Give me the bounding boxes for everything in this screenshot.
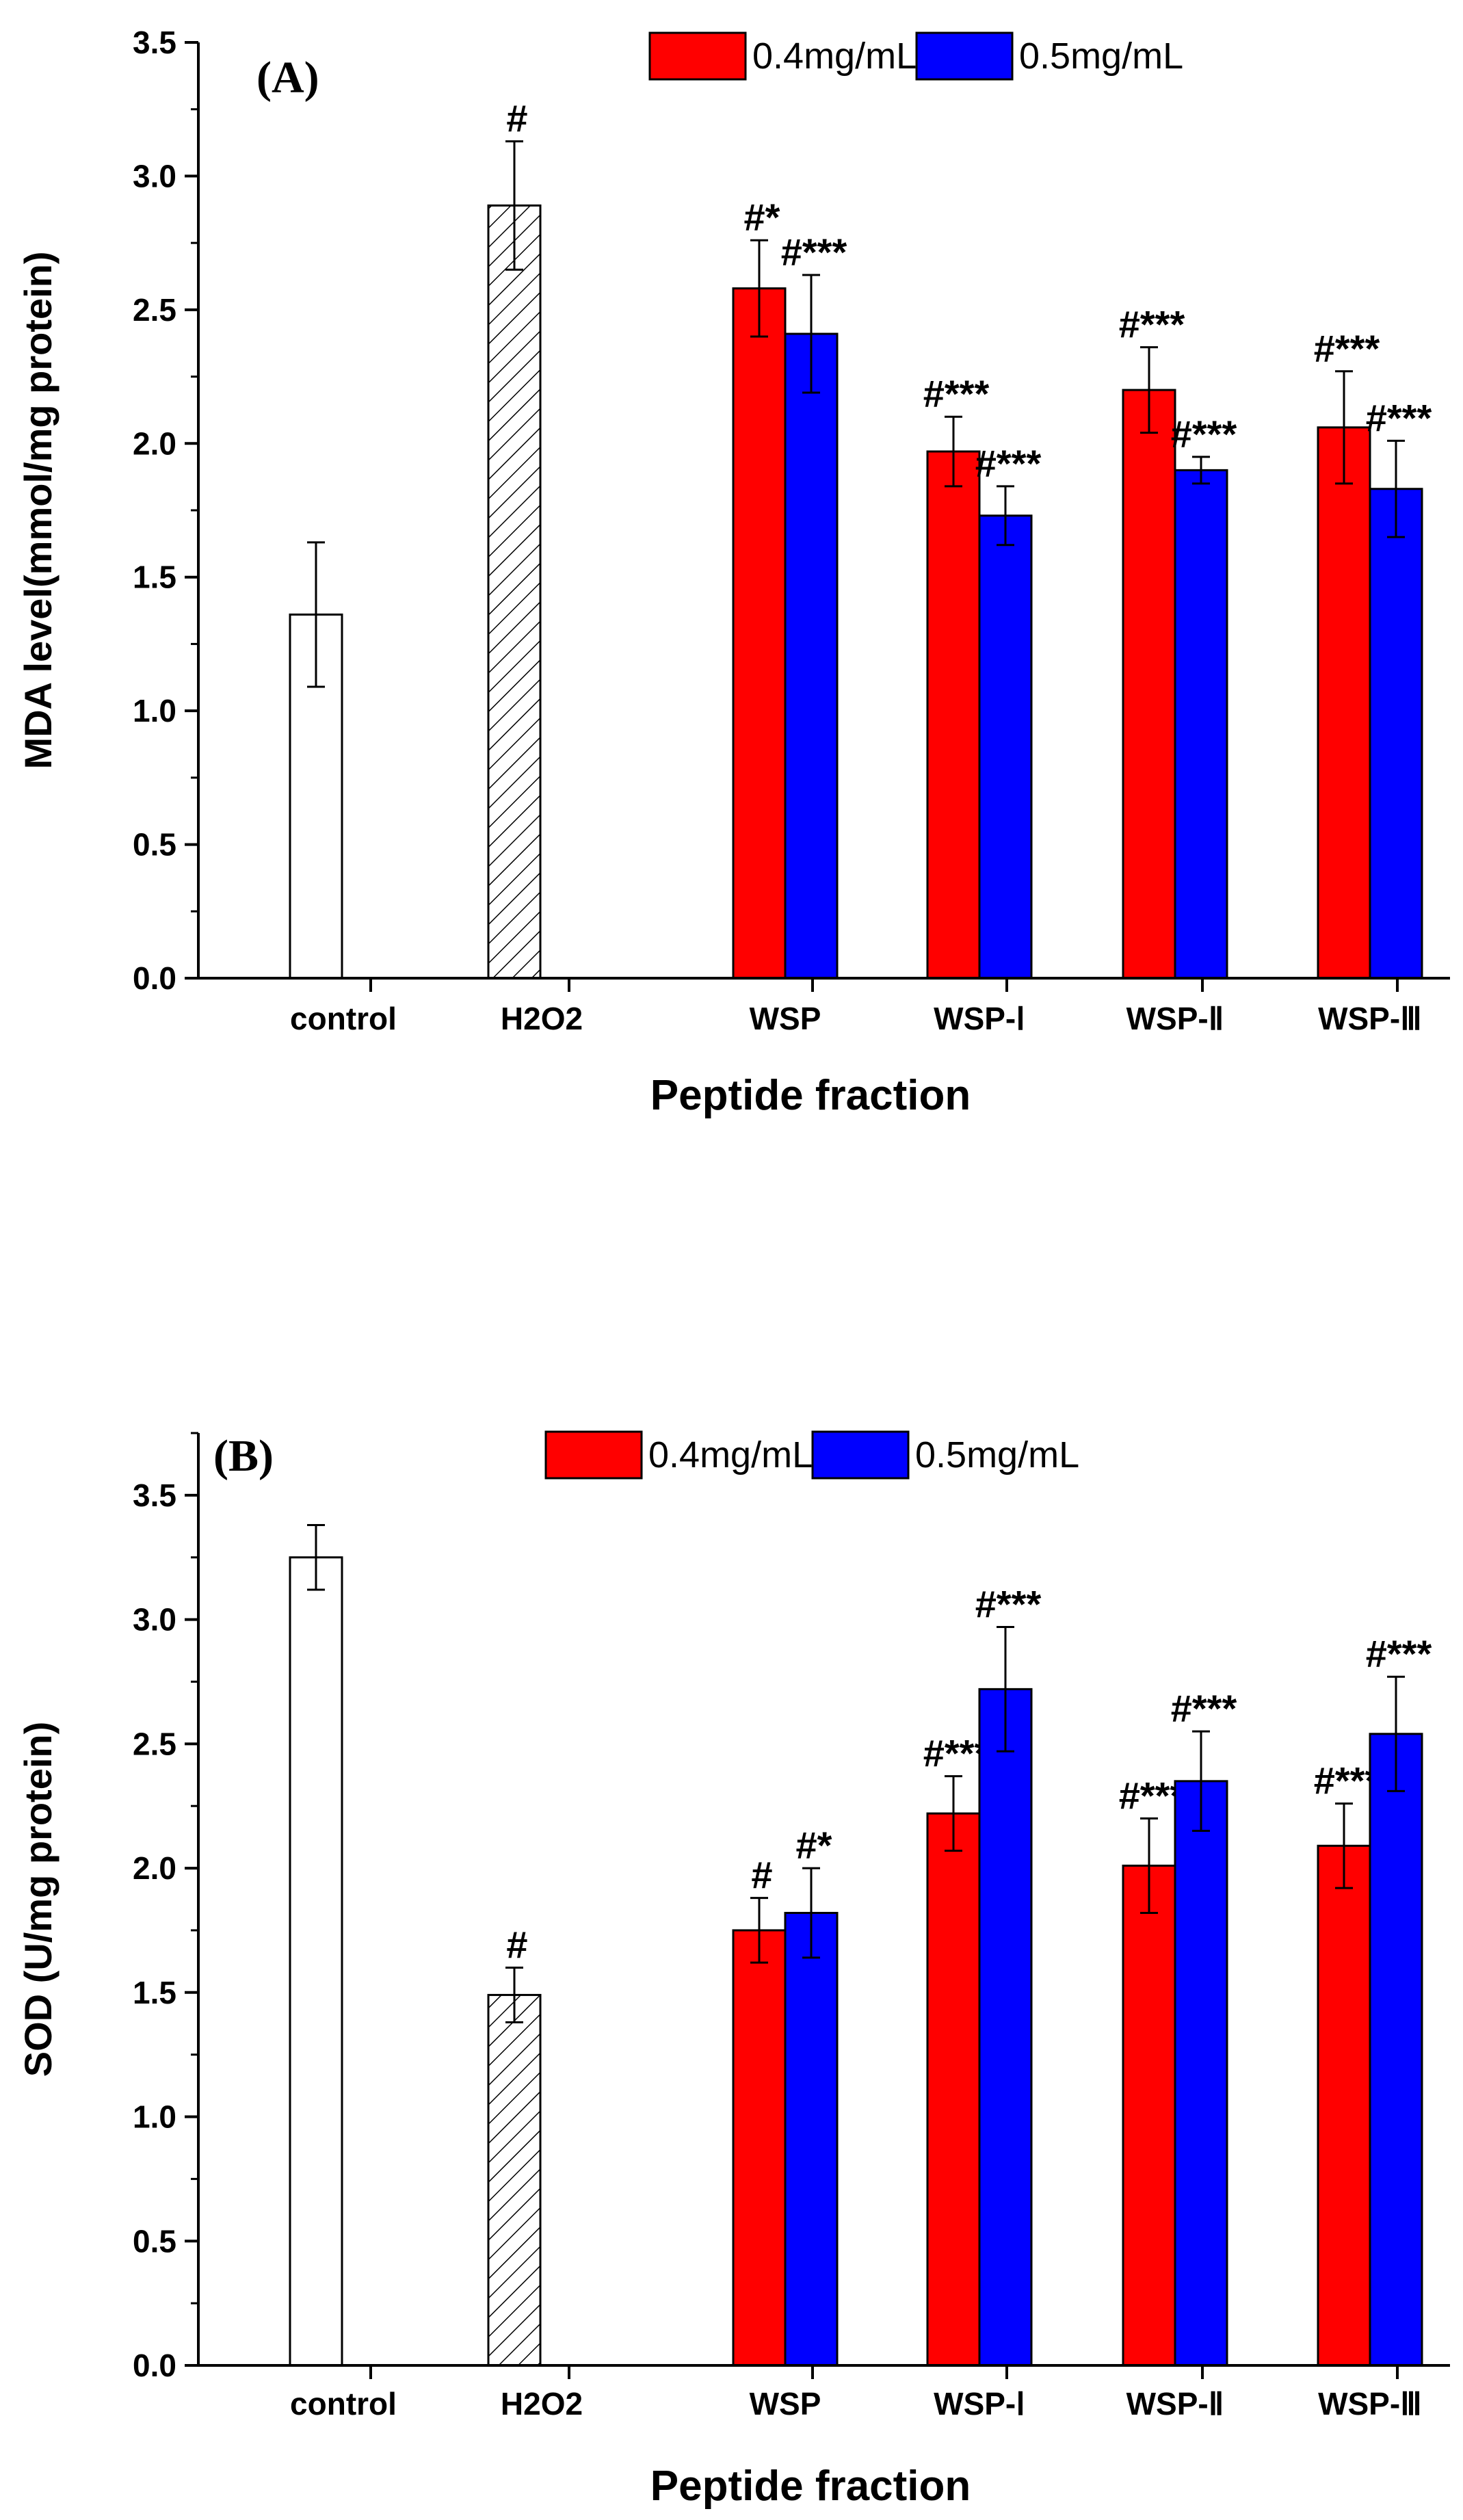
bar [1122,1864,1176,2367]
legend-swatch [648,31,747,81]
legend-label: 0.5mg/mL [915,1434,1079,1475]
y-tick-label: 0.5 [133,2223,176,2259]
bar [1122,389,1176,980]
bar [1174,469,1228,980]
legend-label: 0.4mg/mL [752,36,917,77]
x-tick-label: control [290,2386,397,2421]
bar [978,1688,1033,2367]
y-tick-label: 1.5 [133,560,176,595]
bar [1369,1733,1423,2367]
y-tick-label: 1.5 [133,1975,176,2010]
legend-swatch [544,1430,643,1480]
significance-label: #*** [1119,303,1185,346]
significance-label: #*** [1119,1774,1185,1817]
significance-label: # [506,97,527,140]
x-tick-label: WSP-Ⅲ [1318,2386,1422,2421]
bar [1317,426,1371,980]
y-tick-label: 3.5 [133,1478,176,1513]
y-tick-label: 0.5 [133,827,176,863]
bar [978,514,1033,980]
y-tick-label: 3.5 [133,25,176,60]
y-tick-label: 1.0 [133,693,176,729]
y-tick-label: 2.5 [133,292,176,328]
bar [1369,488,1423,980]
x-axis-title: Peptide fraction [650,1072,971,1119]
y-axis-title: SOD (U/mg protein) [16,1722,60,2077]
significance-label: #*** [781,231,847,274]
legend-swatch [811,1430,910,1480]
bar [784,332,839,980]
y-tick-label: 0.0 [133,960,176,996]
panel-label: (A) [256,53,319,103]
y-tick-label: 1.0 [133,2099,176,2135]
significance-label: #*** [1171,412,1237,456]
significance-label: #*** [975,442,1042,485]
significance-label: #* [744,196,780,239]
significance-label: # [506,1923,527,1966]
x-tick-label: WSP-Ⅰ [934,2386,1025,2421]
y-tick-label: 3.0 [133,158,176,194]
chart-panel-a: 0.0 0.5 1.0 1.5 2.0 2.5 3.0 3.5 control H2O2 WSP WS… [16,25,1450,1119]
significance-label: #*** [1366,1632,1432,1675]
bar [926,450,981,980]
y-tick-label: 0.0 [133,2348,176,2383]
bar [732,1929,787,2367]
significance-label: #*** [1314,1759,1380,1802]
bar [1174,1780,1228,2367]
bar [487,1993,542,2367]
x-tick-label: WSP [750,1001,821,1036]
bar [487,204,542,980]
significance-label: #*** [975,1583,1042,1626]
y-tick-label: 2.0 [133,1850,176,1886]
y-tick-label: 2.5 [133,1726,176,1761]
significance-label: #*** [1366,396,1432,439]
x-tick-label: H2O2 [501,2386,583,2421]
bar [289,1556,343,2367]
y-axis-title: MDA level(mmol/mg protein) [16,251,60,769]
x-axis-title: Peptide fraction [650,2463,971,2510]
y-tick-label: 3.0 [133,1602,176,1638]
bar [1317,1844,1371,2367]
legend-label: 0.5mg/mL [1019,36,1183,77]
significance-label: # [751,1854,772,1897]
legend-label: 0.4mg/mL [648,1434,813,1475]
significance-label: #*** [1171,1687,1237,1730]
significance-label: #*** [1314,327,1380,370]
legend: 0.4mg/mL 0.5mg/mL [648,31,1183,81]
bar [784,1911,839,2367]
x-tick-label: WSP [750,2386,821,2421]
panel-label: (B) [213,1431,274,1481]
significance-label: #* [796,1824,832,1867]
x-tick-label: control [290,1001,397,1036]
x-tick-label: WSP-Ⅰ [934,1001,1025,1036]
x-tick-label: H2O2 [501,1001,583,1036]
x-tick-label: WSP-Ⅱ [1126,1001,1224,1036]
significance-label: #*** [923,372,990,415]
significance-label: #*** [923,1732,990,1775]
legend-swatch [915,31,1014,81]
bar [926,1812,981,2367]
x-tick-label: WSP-Ⅲ [1318,1001,1422,1036]
legend: 0.4mg/mL 0.5mg/mL [544,1430,1079,1480]
x-tick-label: WSP-Ⅱ [1126,2386,1224,2421]
bar [732,287,787,980]
y-tick-label: 2.0 [133,425,176,461]
chart-panel-b: 0.0 0.5 1.0 1.5 2.0 2.5 3.0 3.5 control H2O2 WSP WS… [16,1430,1450,2510]
